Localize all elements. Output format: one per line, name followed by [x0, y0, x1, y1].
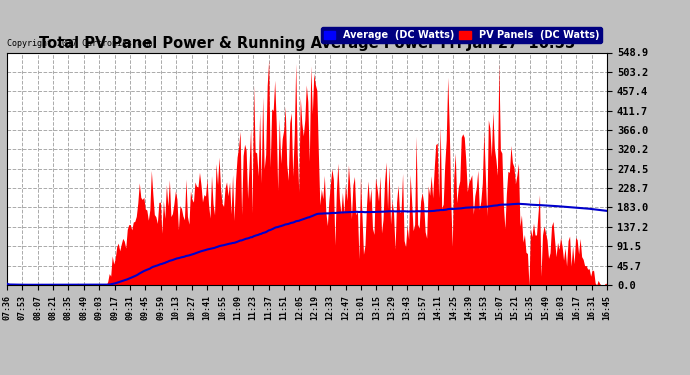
Title: Total PV Panel Power & Running Average Power Fri Jan 27  16:55: Total PV Panel Power & Running Average P… — [39, 36, 575, 51]
Text: Copyright 2017 Cartronics.com: Copyright 2017 Cartronics.com — [7, 39, 152, 48]
Legend: Average  (DC Watts), PV Panels  (DC Watts): Average (DC Watts), PV Panels (DC Watts) — [321, 27, 602, 43]
